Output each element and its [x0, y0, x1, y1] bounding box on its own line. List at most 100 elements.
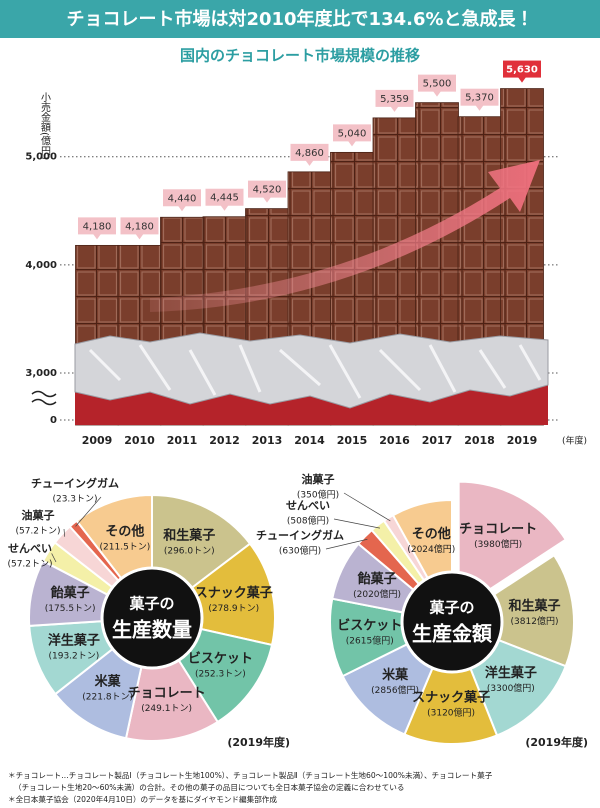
slice-value-label: (57.2トン)	[15, 527, 60, 537]
slice-value-label: (23.3トン)	[52, 495, 97, 505]
header-title: チョコレート市場は対2010年度比で134.6%と急成長！	[66, 8, 533, 30]
value-label: 4,520	[253, 185, 282, 196]
x-tick-label: 2016	[379, 434, 410, 447]
x-tick-label: 2012	[209, 434, 240, 447]
y-tick-label: 4,000	[25, 260, 57, 271]
slice-label: ビスケット	[337, 618, 402, 634]
leader-line	[325, 538, 368, 550]
growth-arrow	[150, 160, 540, 312]
y-tick-label: 0	[50, 415, 57, 426]
center-disc	[400, 570, 504, 674]
slice-value-label: (249.1トン)	[141, 704, 192, 714]
slice-value-label: (193.2トン)	[48, 651, 99, 661]
x-tick-label: 2011	[167, 434, 198, 447]
pie-note: (2019年度)	[525, 735, 588, 749]
value-label: 4,180	[83, 221, 112, 232]
value-label-box	[460, 88, 499, 106]
value-label: 5,500	[423, 79, 452, 90]
slice-label: せんべい	[286, 499, 330, 512]
center-label: 生産数量	[112, 618, 192, 642]
leader-line	[333, 518, 380, 529]
value-label-box	[503, 60, 541, 78]
slice-label: チューイングガム	[256, 528, 344, 542]
pie-slice	[457, 480, 568, 612]
value-label-box	[78, 217, 116, 235]
slice-label: チューイングガム	[31, 476, 119, 490]
value-label: 5,040	[338, 128, 367, 139]
header-band	[0, 0, 600, 38]
slice-value-label: (3812億円)	[511, 615, 559, 627]
slice-label: その他	[105, 523, 144, 539]
axis-break-symbol	[31, 390, 57, 406]
slice-label: 洋生菓子	[48, 632, 100, 648]
value-label-pointer	[518, 77, 526, 83]
center-label: 菓子の	[428, 599, 474, 617]
slice-value-label: (2615億円)	[346, 635, 394, 647]
slice-value-label: (278.9トン)	[208, 604, 259, 614]
slice-label: スナック菓子	[412, 689, 490, 705]
slice-value-label: (296.0トン)	[164, 547, 215, 557]
y-tick-label: 3,000	[25, 368, 57, 379]
value-label-box	[333, 124, 371, 142]
center-label: 生産金額	[412, 622, 493, 646]
slice-label: スナック菓子	[195, 585, 273, 601]
footnote: ＊全日本菓子協会（2020年4月10日）のデータを基にダイヤモンド編集部作成	[8, 794, 277, 804]
chart-title: 国内のチョコレート市場規模の推移	[180, 47, 420, 65]
value-label-box	[290, 143, 329, 161]
x-tick-label: 2017	[422, 434, 453, 447]
value-label-box	[418, 74, 456, 92]
value-label-box	[163, 189, 201, 207]
slice-label: 米菓	[382, 667, 409, 683]
footnote: ＊チョコレート…チョコレート製品Ⅰ（チョコレート生地100%）、チョコレート製品…	[8, 770, 493, 780]
pie-slice	[403, 619, 499, 745]
slice-label: 和生菓子	[163, 528, 215, 544]
slice-label: 米菓	[95, 673, 122, 689]
value-label-pointer	[475, 105, 484, 111]
slice-value-label: (350億円)	[297, 489, 339, 501]
slice-value-label: (2024億円)	[407, 543, 455, 555]
x-tick-label: 2019	[507, 434, 538, 447]
x-tick-label: 2013	[252, 434, 283, 447]
value-label-pointer	[220, 205, 229, 211]
value-label: 4,440	[168, 193, 197, 204]
value-label-pointer	[433, 91, 441, 97]
value-label-pointer	[263, 197, 271, 203]
value-label-pointer	[305, 160, 314, 166]
slice-value-label: (252.3トン)	[195, 670, 246, 680]
slice-label: 飴菓子	[50, 585, 90, 601]
foil	[74, 332, 549, 409]
slice-value-label: (211.5トン)	[100, 542, 151, 552]
x-tick-label: 2010	[124, 434, 155, 447]
y-tick-label: 5,000	[25, 152, 57, 163]
value-label-box	[375, 89, 414, 107]
slice-value-label: (3300億円)	[487, 682, 535, 694]
value-label-box	[120, 217, 159, 235]
pie-note: (2019年度)	[227, 735, 290, 749]
slice-value-label: (221.8トン)	[82, 692, 133, 702]
slice-label: せんべい	[8, 542, 52, 555]
x-tick-label: 2018	[464, 434, 495, 447]
value-label-pointer	[93, 233, 101, 240]
slice-label: 油菓子	[22, 508, 55, 522]
leader-line	[63, 528, 66, 537]
slice-label: チョコレート	[459, 522, 537, 537]
value-label: 5,630	[506, 65, 538, 76]
slice-value-label: (2856億円)	[371, 684, 419, 696]
slice-value-label: (57.2トン)	[7, 560, 52, 570]
slice-value-label: (3120億円)	[427, 706, 475, 718]
slice-value-label: (2020億円)	[353, 588, 401, 600]
value-label: 5,370	[465, 93, 494, 104]
value-label: 4,180	[125, 221, 154, 232]
slice-value-label: (508億円)	[287, 515, 329, 527]
slice-label: 和生菓子	[509, 598, 561, 614]
value-label-pointer	[390, 106, 399, 112]
value-label-pointer	[135, 233, 144, 240]
slice-label: その他	[412, 526, 451, 542]
leader-line	[51, 553, 57, 563]
center-label: 菓子の	[128, 595, 174, 613]
slice-label: 飴菓子	[357, 571, 397, 587]
x-tick-label: 2014	[294, 434, 325, 447]
x-tick-label: 2009	[82, 434, 113, 447]
x-unit: (年度)	[562, 435, 587, 447]
